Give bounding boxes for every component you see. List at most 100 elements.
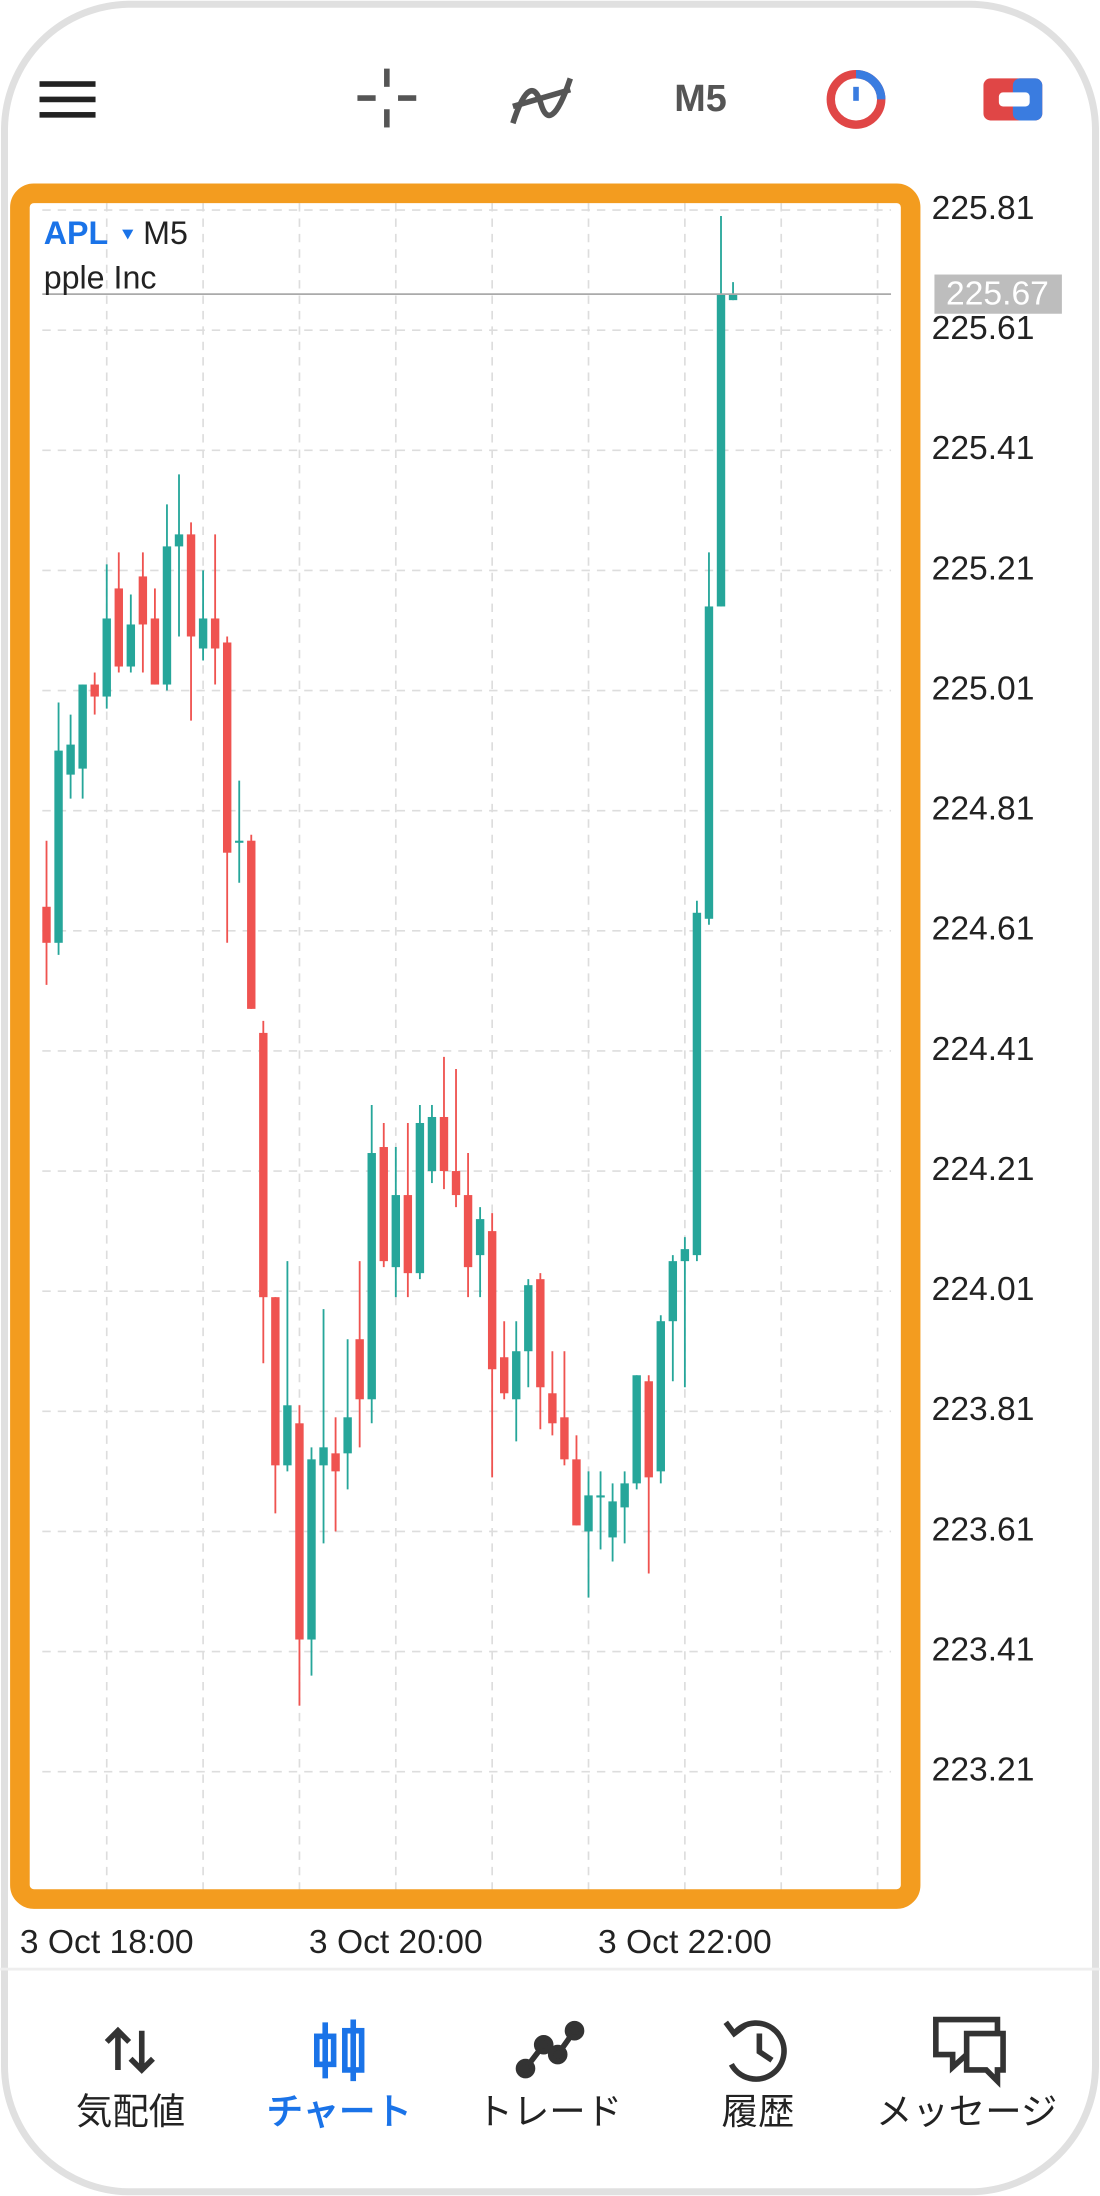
y-tick-label: 225.01	[932, 670, 1035, 707]
candle-body	[403, 1195, 413, 1274]
candle-body	[138, 576, 148, 625]
candle-body	[572, 1459, 581, 1526]
candle-body	[500, 1357, 509, 1394]
symbol-description: pple Inc	[44, 260, 157, 296]
candle-body	[247, 840, 256, 1009]
y-tick-label: 223.21	[932, 1752, 1035, 1789]
y-tick-label: 223.81	[932, 1391, 1035, 1428]
nav-icon-chart[interactable]	[314, 2019, 365, 2082]
candle-body	[487, 1231, 497, 1370]
symbol-dropdown[interactable]	[122, 229, 134, 240]
candle-body	[307, 1459, 316, 1640]
candle-body	[222, 642, 232, 853]
timeframe-button[interactable]: M5	[674, 78, 727, 120]
candle-body	[319, 1447, 328, 1466]
candle-body	[427, 1116, 437, 1172]
nav-icon-messages[interactable]	[933, 2016, 1006, 2088]
symbol[interactable]: APL	[44, 215, 108, 251]
candle-body	[439, 1116, 449, 1172]
candle-body	[102, 618, 111, 697]
candle-body	[114, 588, 123, 667]
y-tick-label: 225.81	[932, 190, 1035, 227]
x-tick-label: 3 Oct 22:00	[598, 1924, 772, 1961]
nav-label[interactable]: 気配値	[76, 2090, 185, 2133]
candle-body	[186, 534, 196, 637]
current-price-label: 225.67	[946, 275, 1049, 312]
candle-body	[235, 840, 244, 843]
candle-body	[656, 1321, 665, 1472]
candle-body	[259, 1032, 268, 1298]
candle-body	[668, 1261, 678, 1322]
candle-body	[367, 1153, 376, 1400]
candle-body	[78, 684, 87, 769]
candle-body	[620, 1483, 629, 1508]
candle-body	[716, 294, 726, 607]
candle-body	[198, 618, 208, 649]
candle-body	[343, 1417, 352, 1454]
candle-body	[596, 1495, 605, 1498]
x-tick-label: 3 Oct 20:00	[309, 1924, 483, 1961]
current-price-box	[934, 274, 1062, 314]
candle-body	[162, 546, 172, 685]
candle-body	[680, 1249, 690, 1262]
candle-body	[415, 1122, 425, 1274]
indicators-button[interactable]	[510, 77, 573, 125]
y-tick-label: 223.61	[932, 1511, 1035, 1548]
chart-area	[42, 203, 892, 1891]
candle-body	[475, 1219, 485, 1256]
candle-body	[536, 1279, 545, 1388]
nav-icon-trade[interactable]	[515, 2020, 585, 2079]
candle-body	[271, 1297, 280, 1466]
highlight-frame	[10, 183, 921, 1909]
candle-body	[283, 1405, 292, 1466]
y-tick-label: 224.41	[932, 1031, 1035, 1068]
candle-body	[584, 1495, 593, 1532]
y-tick-label: 224.01	[932, 1271, 1035, 1308]
candle-body	[379, 1147, 388, 1262]
candle-body	[331, 1453, 340, 1472]
candle-body	[295, 1423, 304, 1640]
clock-button[interactable]	[826, 70, 886, 129]
nav-icon-quotes[interactable]	[104, 2026, 155, 2074]
candle-body	[54, 750, 63, 943]
nav-label[interactable]: メッセージ	[876, 2090, 1057, 2133]
bottom-nav: 気配値 チャート トレード 履歴 メッセージ	[76, 2090, 1057, 2133]
x-tick-label: 3 Oct 18:00	[20, 1924, 194, 1961]
nav-icon-history[interactable]	[723, 2020, 787, 2082]
candle-body	[560, 1417, 569, 1460]
y-tick-label: 225.41	[932, 430, 1035, 467]
nav-label[interactable]: 履歴	[722, 2090, 795, 2133]
candle-body	[355, 1339, 364, 1400]
candle-body	[174, 534, 184, 547]
y-tick-label: 224.21	[932, 1151, 1035, 1188]
nav-label[interactable]: トレード	[476, 2090, 622, 2133]
candle-body	[704, 606, 714, 919]
candle-body	[644, 1381, 653, 1478]
candle-body	[126, 624, 136, 667]
candle-body	[150, 618, 160, 685]
candle-body	[451, 1171, 461, 1196]
y-tick-label: 225.61	[932, 310, 1035, 347]
candle-body	[524, 1285, 533, 1352]
candle-body	[391, 1195, 401, 1268]
candle-body	[90, 684, 99, 697]
candle-body	[210, 618, 220, 649]
nav-label[interactable]: チャート	[267, 2090, 412, 2133]
candle-body	[692, 912, 702, 1256]
candle-body	[608, 1501, 617, 1538]
candle-body	[42, 906, 51, 943]
crosshair-button[interactable]	[357, 68, 417, 128]
menu-button[interactable]	[39, 81, 96, 118]
trade-button[interactable]	[983, 78, 1043, 121]
candle-body	[463, 1195, 473, 1268]
chart-timeframe: M5	[143, 215, 188, 251]
y-tick-label: 224.81	[932, 791, 1035, 828]
y-tick-label: 225.21	[932, 550, 1035, 587]
symbol-header: APL M5 pple Inc	[44, 215, 188, 296]
candle-body	[728, 294, 738, 301]
y-tick-label: 223.41	[932, 1631, 1035, 1668]
candle-body	[66, 744, 75, 775]
candle-body	[632, 1375, 641, 1484]
